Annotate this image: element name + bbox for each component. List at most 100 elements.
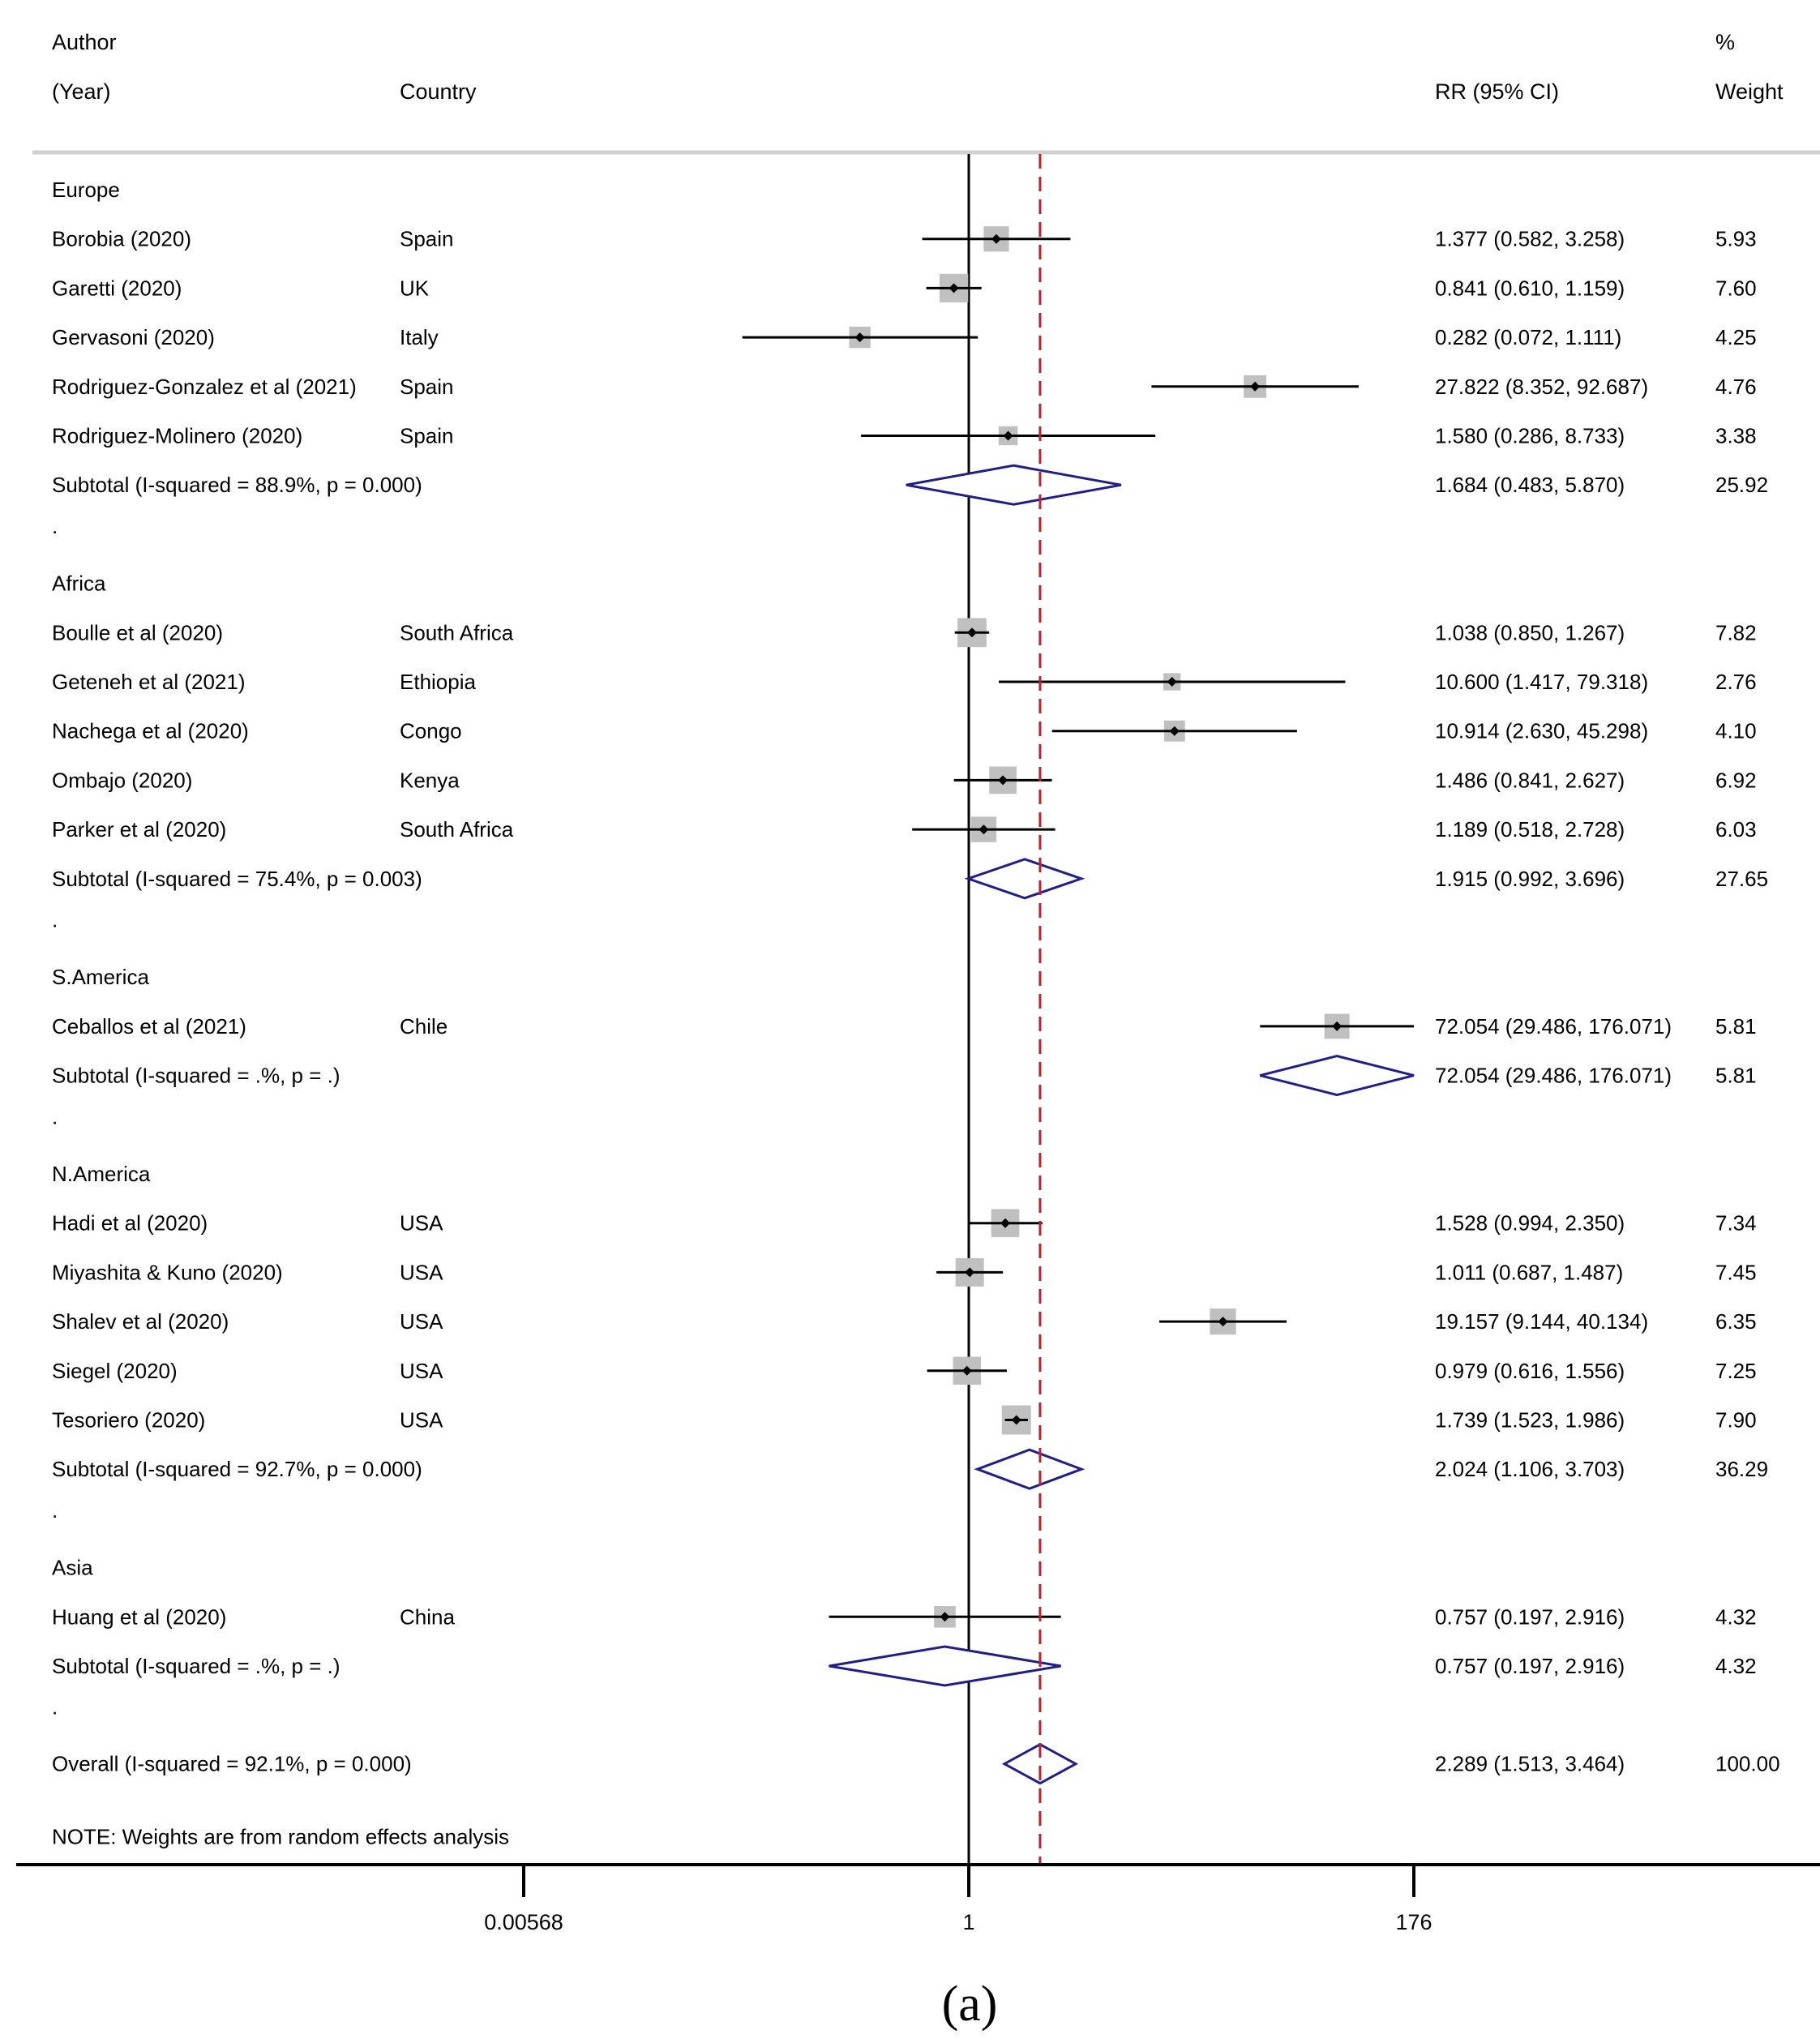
subtotal-weight: 25.92 bbox=[1715, 473, 1768, 497]
study-weight: 7.25 bbox=[1715, 1359, 1757, 1383]
study-effect-ci: 0.979 (0.616, 1.556) bbox=[1435, 1359, 1625, 1383]
study-weight: 3.38 bbox=[1715, 424, 1757, 448]
overall-diamond bbox=[1001, 1742, 1079, 1785]
study-effect-ci: 1.377 (0.582, 3.258) bbox=[1435, 227, 1625, 251]
x-tick-label: 0.00568 bbox=[484, 1910, 563, 1934]
group-separator: . bbox=[52, 908, 58, 932]
study-point-estimate bbox=[1167, 677, 1177, 687]
study-weight: 7.60 bbox=[1715, 276, 1757, 300]
group-separator: . bbox=[52, 1104, 58, 1129]
group-label: N.America bbox=[52, 1162, 151, 1186]
study-author: Shalev et al (2020) bbox=[52, 1309, 229, 1334]
figure-caption: (a) bbox=[942, 1977, 998, 2032]
study-point-estimate bbox=[991, 233, 1001, 244]
group-label: Asia bbox=[52, 1556, 93, 1580]
subtotal-label: Subtotal (I-squared = 88.9%, p = 0.000) bbox=[52, 473, 422, 497]
study-country: Congo bbox=[400, 719, 462, 743]
year-header: (Year) bbox=[52, 79, 111, 104]
study-country: South Africa bbox=[400, 620, 514, 645]
subtotal-diamond bbox=[964, 858, 1086, 900]
subtotal-diamond bbox=[906, 464, 1122, 506]
subtotal-weight: 36.29 bbox=[1715, 1457, 1768, 1481]
study-weight: 4.10 bbox=[1715, 719, 1757, 743]
study-effect-ci: 1.739 (1.523, 1.986) bbox=[1435, 1408, 1625, 1433]
subtotal-label: Subtotal (I-squared = .%, p = .) bbox=[52, 1064, 340, 1088]
study-author: Rodriguez-Gonzalez et al (2021) bbox=[52, 375, 357, 399]
study-weight: 7.82 bbox=[1715, 620, 1757, 645]
study-effect-ci: 1.038 (0.850, 1.267) bbox=[1435, 620, 1625, 645]
study-author: Geteneh et al (2021) bbox=[52, 670, 246, 694]
study-point-estimate bbox=[940, 1612, 950, 1622]
study-point-estimate bbox=[1000, 1218, 1011, 1228]
study-effect-ci: 1.011 (0.687, 1.487) bbox=[1435, 1260, 1623, 1284]
overall-effect-ci: 2.289 (1.513, 3.464) bbox=[1435, 1752, 1625, 1776]
study-author: Garetti (2020) bbox=[52, 276, 182, 300]
study-country: Ethiopia bbox=[400, 670, 476, 694]
study-effect-ci: 0.757 (0.197, 2.916) bbox=[1435, 1604, 1625, 1629]
study-author: Boulle et al (2020) bbox=[52, 620, 223, 645]
author-header: Author bbox=[52, 30, 117, 54]
study-author: Borobia (2020) bbox=[52, 227, 191, 251]
study-weight: 6.92 bbox=[1715, 768, 1757, 792]
study-country: Spain bbox=[400, 424, 454, 448]
study-effect-ci: 0.841 (0.610, 1.159) bbox=[1435, 276, 1625, 300]
weight-header: Weight bbox=[1715, 79, 1784, 104]
group-separator: . bbox=[52, 1695, 58, 1720]
subtotal-effect-ci: 1.684 (0.483, 5.870) bbox=[1435, 473, 1625, 497]
study-point-estimate bbox=[1003, 430, 1013, 441]
subtotal-effect-ci: 0.757 (0.197, 2.916) bbox=[1435, 1654, 1625, 1678]
study-author: Gervasoni (2020) bbox=[52, 325, 215, 349]
study-effect-ci: 1.528 (0.994, 2.350) bbox=[1435, 1211, 1625, 1236]
study-weight: 2.76 bbox=[1715, 670, 1757, 694]
study-weight: 7.45 bbox=[1715, 1260, 1757, 1284]
study-effect-ci: 0.282 (0.072, 1.111) bbox=[1435, 325, 1621, 349]
column-headers: Author (Year) Country RR (95% CI) % Weig… bbox=[52, 30, 1784, 104]
study-weight: 4.32 bbox=[1715, 1604, 1757, 1629]
subtotal-diamond bbox=[1259, 1055, 1415, 1097]
study-point-estimate bbox=[966, 627, 977, 638]
study-weight: 4.25 bbox=[1715, 325, 1757, 349]
overall-label: Overall (I-squared = 92.1%, p = 0.000) bbox=[52, 1752, 412, 1776]
group-label: Africa bbox=[52, 572, 106, 596]
study-country: China bbox=[400, 1604, 455, 1629]
study-weight: 6.35 bbox=[1715, 1309, 1757, 1334]
study-author: Ceballos et al (2021) bbox=[52, 1014, 246, 1039]
study-effect-ci: 1.580 (0.286, 8.733) bbox=[1435, 424, 1625, 448]
study-author: Miyashita & Kuno (2020) bbox=[52, 1260, 283, 1284]
study-country: UK bbox=[400, 276, 430, 300]
study-effect-ci: 19.157 (9.144, 40.134) bbox=[1435, 1309, 1648, 1334]
weights-note: NOTE: Weights are from random effects an… bbox=[52, 1825, 509, 1849]
study-country: Spain bbox=[400, 227, 454, 251]
study-point-estimate bbox=[854, 332, 865, 343]
study-effect-ci: 1.486 (0.841, 2.627) bbox=[1435, 768, 1625, 792]
study-point-estimate bbox=[1218, 1317, 1228, 1327]
study-point-estimate bbox=[1332, 1021, 1343, 1031]
subtotal-label: Subtotal (I-squared = .%, p = .) bbox=[52, 1654, 340, 1678]
study-point-estimate bbox=[1250, 381, 1261, 392]
group-separator: . bbox=[52, 1498, 58, 1523]
study-author: Tesoriero (2020) bbox=[52, 1408, 205, 1433]
effect-header: RR (95% CI) bbox=[1435, 79, 1559, 104]
study-effect-ci: 10.914 (2.630, 45.298) bbox=[1435, 719, 1648, 743]
subtotal-weight: 5.81 bbox=[1715, 1064, 1757, 1088]
study-author: Huang et al (2020) bbox=[52, 1604, 226, 1629]
study-author: Siegel (2020) bbox=[52, 1359, 178, 1383]
subtotal-diamond bbox=[974, 1448, 1086, 1490]
study-author: Ombajo (2020) bbox=[52, 768, 192, 792]
study-country: South Africa bbox=[400, 817, 514, 842]
study-country: USA bbox=[400, 1309, 443, 1334]
overall-weight: 100.00 bbox=[1715, 1752, 1780, 1776]
study-point-estimate bbox=[949, 283, 959, 293]
study-point-estimate bbox=[998, 775, 1008, 786]
x-axis: 0.00568 1 176 bbox=[16, 1863, 1820, 1934]
study-point-estimate bbox=[1169, 726, 1180, 736]
subtotal-label: Subtotal (I-squared = 75.4%, p = 0.003) bbox=[52, 867, 422, 891]
x-tick-label: 176 bbox=[1395, 1910, 1432, 1934]
study-effect-ci: 1.189 (0.518, 2.728) bbox=[1435, 817, 1625, 842]
study-country: Spain bbox=[400, 375, 454, 399]
subtotal-effect-ci: 1.915 (0.992, 3.696) bbox=[1435, 867, 1625, 891]
study-point-estimate bbox=[979, 824, 989, 835]
subtotal-diamond bbox=[829, 1645, 1061, 1687]
study-author: Nachega et al (2020) bbox=[52, 719, 249, 743]
study-point-estimate bbox=[1011, 1415, 1021, 1425]
